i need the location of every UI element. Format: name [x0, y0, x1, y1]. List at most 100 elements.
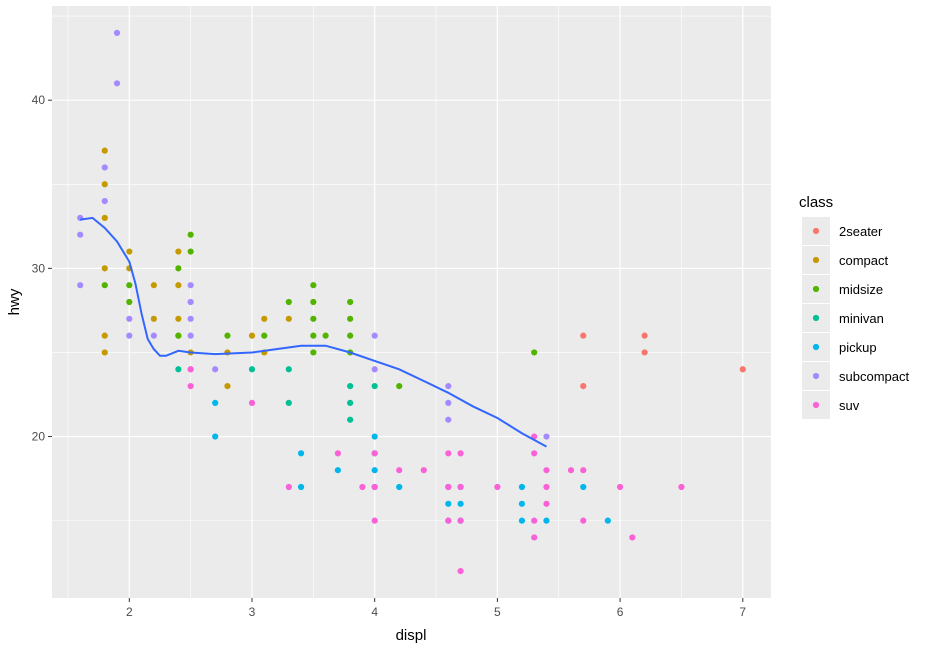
data-point-subcompact: [150, 332, 157, 339]
data-point-subcompact: [126, 332, 133, 339]
data-point-midsize: [285, 298, 292, 306]
data-point-subcompact: [371, 332, 378, 339]
data-point-midsize: [175, 265, 182, 272]
data-point-2seater: [641, 349, 648, 356]
data-point-midsize: [126, 298, 133, 306]
data-point-midsize: [126, 282, 133, 289]
data-point-suv: [420, 467, 427, 474]
data-point-pickup: [445, 500, 452, 507]
data-point-suv: [678, 483, 685, 491]
data-point-compact: [285, 315, 292, 322]
legend-key-pickup: [812, 343, 820, 351]
data-point-subcompact: [187, 282, 194, 289]
data-point-subcompact: [113, 80, 121, 87]
data-point-suv: [396, 467, 403, 474]
y-tick-label: 30: [32, 261, 46, 275]
data-point-minivan: [285, 366, 292, 373]
plot-panel: [52, 6, 771, 598]
data-point-midsize: [310, 332, 317, 339]
data-point-minivan: [347, 416, 354, 423]
data-point-pickup: [334, 467, 341, 474]
data-point-midsize: [187, 231, 194, 238]
legend-items: 2seater compact midsize minivan pickup subcom…: [802, 217, 909, 419]
data-point-compact: [101, 349, 108, 356]
data-point-midsize: [347, 315, 354, 322]
data-point-midsize: [175, 332, 182, 339]
x-axis-title: displ: [396, 627, 427, 644]
data-point-midsize: [187, 248, 194, 255]
x-tick-label: 5: [494, 605, 501, 619]
data-point-midsize: [396, 382, 403, 390]
data-point-suv: [531, 450, 538, 457]
data-point-pickup: [396, 483, 403, 491]
data-point-compact: [126, 248, 133, 255]
data-point-pickup: [543, 517, 550, 524]
legend-key-suv: [812, 401, 820, 409]
data-point-suv: [580, 467, 587, 474]
x-tick-label: 6: [617, 605, 624, 619]
legend-key-compact: [812, 256, 820, 264]
data-point-suv: [187, 366, 194, 373]
data-point-midsize: [224, 332, 231, 339]
data-point-suv: [457, 517, 464, 524]
data-point-2seater: [580, 382, 587, 390]
data-point-suv: [543, 467, 550, 474]
data-point-minivan: [371, 382, 378, 390]
data-point-minivan: [347, 382, 354, 390]
data-point-suv: [334, 450, 341, 457]
data-point-subcompact: [543, 433, 550, 440]
data-point-suv: [616, 483, 624, 491]
data-point-pickup: [371, 467, 378, 474]
data-point-suv: [494, 483, 501, 491]
data-point-subcompact: [126, 315, 133, 322]
data-point-suv: [457, 450, 464, 457]
data-point-suv: [629, 534, 636, 541]
data-point-compact: [101, 265, 108, 272]
axes: 2 3 4 5 6 7 20 30 40: [32, 93, 747, 619]
data-point-compact: [150, 282, 157, 289]
data-point-subcompact: [113, 29, 121, 37]
y-axis-title: hwy: [6, 288, 23, 315]
data-point-subcompact: [101, 197, 108, 205]
data-point-midsize: [531, 349, 538, 356]
legend-label-compact: compact: [839, 253, 889, 268]
x-tick-label: 4: [371, 605, 378, 619]
legend: class 2seater compact midsize minivan pickup…: [799, 194, 909, 419]
data-point-pickup: [518, 483, 526, 491]
y-tick-label: 20: [32, 430, 46, 444]
data-point-compact: [101, 147, 108, 154]
legend-label-midsize: midsize: [839, 282, 883, 297]
data-point-pickup: [457, 500, 464, 507]
legend-key-midsize: [812, 285, 820, 293]
data-point-midsize: [310, 315, 317, 322]
data-point-subcompact: [77, 231, 84, 238]
data-point-suv: [543, 483, 550, 491]
data-point-suv: [187, 382, 194, 390]
data-point-compact: [175, 315, 182, 322]
legend-title: class: [799, 194, 833, 211]
data-points: [77, 29, 746, 575]
x-tick-label: 3: [249, 605, 256, 619]
data-point-compact: [175, 248, 182, 255]
data-point-compact: [101, 332, 108, 339]
data-point-minivan: [285, 399, 292, 407]
data-point-suv: [445, 450, 452, 457]
data-point-midsize: [347, 298, 354, 306]
data-point-compact: [248, 332, 256, 339]
data-point-suv: [445, 517, 452, 524]
legend-label-suv: suv: [839, 398, 860, 413]
legend-label-pickup: pickup: [839, 340, 877, 355]
data-point-subcompact: [445, 399, 452, 407]
data-point-compact: [101, 214, 108, 222]
data-point-2seater: [739, 366, 746, 373]
data-point-suv: [531, 517, 538, 524]
data-point-minivan: [248, 366, 256, 373]
data-point-midsize: [347, 332, 354, 339]
data-point-suv: [457, 567, 464, 575]
data-point-midsize: [310, 349, 317, 356]
data-point-pickup: [580, 483, 587, 491]
data-point-subcompact: [445, 382, 452, 390]
data-point-subcompact: [77, 282, 84, 289]
data-point-midsize: [322, 332, 329, 339]
data-point-minivan: [175, 366, 182, 373]
